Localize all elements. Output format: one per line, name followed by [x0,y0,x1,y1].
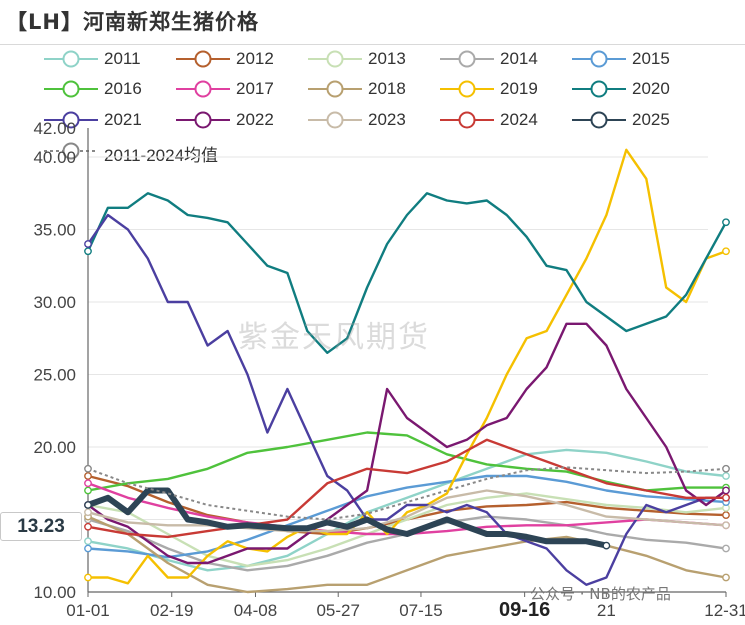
series-point [722,493,730,502]
x-tick-label: 07-15 [399,601,442,620]
source-credit: 公众号 · NB的农产品 [530,585,671,603]
legend-label: 2025 [632,110,670,129]
series-point [722,472,730,480]
legend-marker-icon [440,50,494,68]
series-line [88,148,727,585]
legend-label: 2016 [104,79,142,98]
x-tick-label: 09-16 [499,599,550,621]
series-point [722,486,730,495]
y-tick-label: 42.00 [33,119,76,138]
legend-label: 2013 [368,49,406,68]
x-tick-label: 01-01 [66,601,109,620]
legend-label: 2022 [236,110,274,129]
y-tick-label: 25.00 [33,366,76,385]
series-point [84,508,92,517]
series-point [84,486,92,495]
legend-label: 2021 [104,110,142,129]
series-point [84,522,92,531]
legend-label: 2020 [632,79,670,98]
series-line [86,487,608,549]
series-line [87,438,726,539]
series-line [87,474,727,559]
series-point [722,247,730,256]
series-point [722,218,730,227]
x-tick-label: 05-27 [316,601,359,620]
series-point [84,247,92,256]
legend-marker-icon [308,50,362,68]
series-point [722,464,730,473]
legend-marker-icon [572,111,626,129]
series-line [87,213,726,586]
legend-label: 2017 [236,79,274,98]
legend-label: 2011 [104,49,141,68]
series-point [722,511,730,520]
legend-marker-icon [572,50,626,68]
legend-label: 2014 [500,49,538,68]
x-tick-label: 02-19 [150,601,193,620]
legend-marker-icon [44,111,98,129]
legend-label: 2018 [368,79,406,98]
series-point [84,537,92,546]
series-line [87,431,726,492]
x-tick-label: 12-31 [704,601,745,620]
legend-marker-icon [44,50,98,68]
y-tick-label: 40.00 [33,148,76,167]
legend-marker-icon [572,80,626,98]
series-point [84,544,92,553]
legend-marker-icon [308,80,362,98]
series-line [87,322,727,565]
y-tick-label: 35.00 [33,221,76,240]
title-bar: 【LH】河南新郑生猪价格 [0,0,745,45]
legend-marker-icon [308,111,362,129]
series-point [84,573,92,582]
y-tick-label: 20.00 [33,438,76,457]
series-point [84,240,92,248]
y-tick-label: 10.00 [33,583,76,602]
series-point [84,464,92,473]
legend-marker-icon [44,80,98,98]
legend-marker-icon [440,80,494,98]
watermark: 紫金天风期货 [238,320,430,355]
series-line [87,448,727,572]
legend-marker-icon [176,50,230,68]
chart-title: 【LH】河南新郑生猪价格 [6,10,259,34]
legend-label: 2024 [500,110,538,129]
legend-marker-icon [440,111,494,129]
legend-marker-icon [176,111,230,129]
legend-label: 2011-2024均值 [104,146,219,165]
legend-marker-icon [176,80,230,98]
series-point [84,479,92,488]
current-value-badge: 13.23 [0,512,82,541]
x-tick-label: 21 [597,601,616,620]
legend-label: 2019 [500,79,538,98]
series-point [722,544,730,553]
series-point [602,541,611,550]
legend-label: 2023 [368,110,406,129]
series-point [722,521,730,530]
series-point [84,501,92,509]
legend-label: 2015 [632,49,670,68]
legend-label: 2012 [236,49,274,68]
legend-marker-icon [44,142,98,160]
series-point [84,472,92,480]
series-line [86,192,728,354]
series-point [722,573,730,582]
series-line [87,492,727,568]
x-tick-label: 04-08 [234,601,277,620]
y-tick-label: 30.00 [33,293,76,312]
series-line [87,489,727,533]
